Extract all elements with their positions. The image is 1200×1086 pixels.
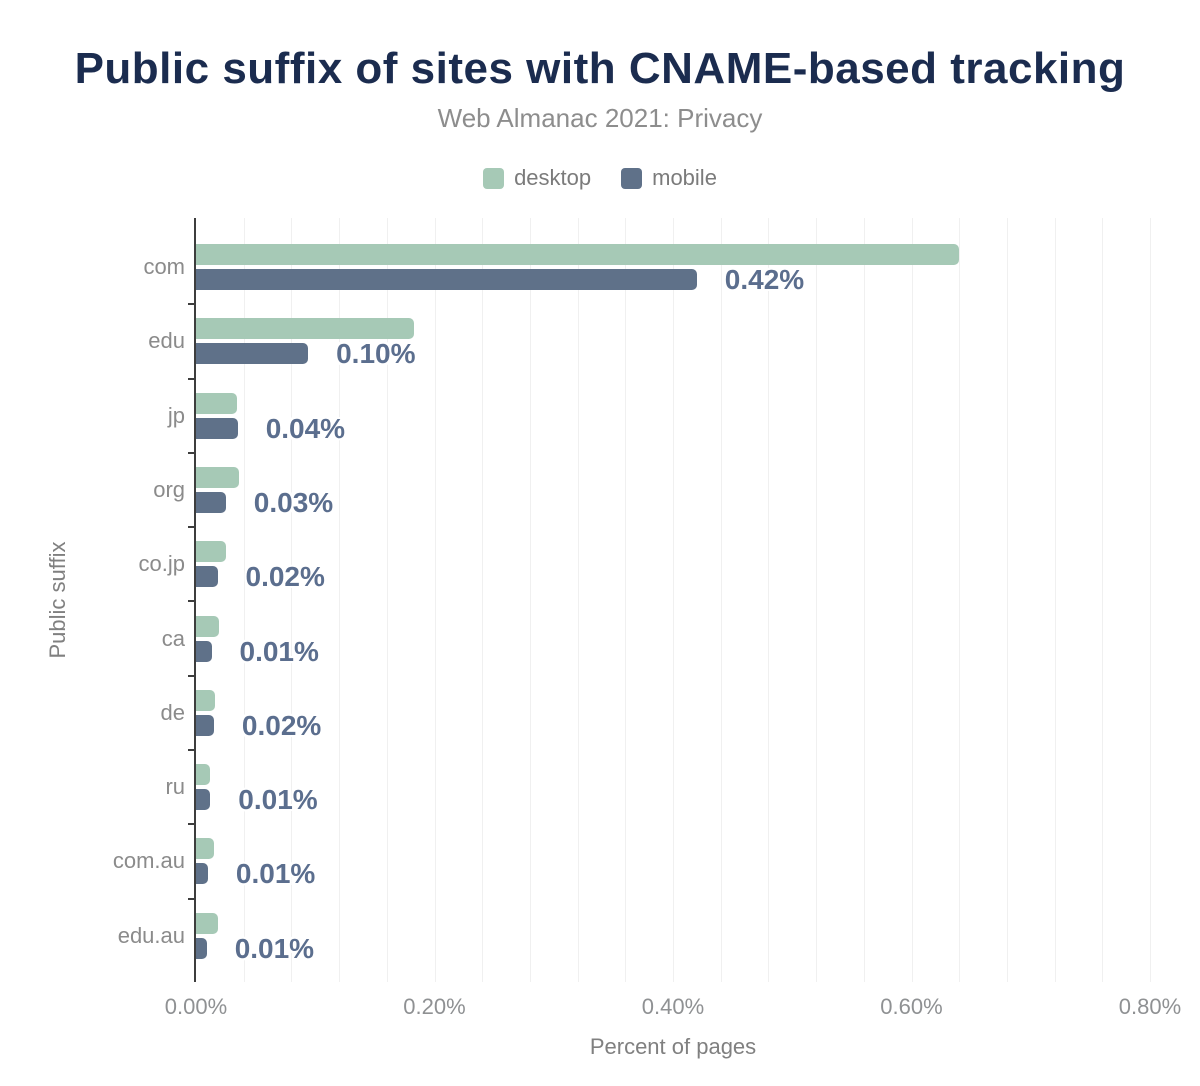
category-label-edu-au: edu.au [117, 922, 185, 948]
gridline [720, 218, 722, 982]
gridline [339, 218, 341, 982]
value-label-edu: 0.10% [336, 338, 416, 370]
category-label-co-jp: co.jp [138, 551, 185, 577]
y-axis-line [194, 218, 196, 982]
category-label-jp: jp [167, 402, 185, 428]
bar-mobile-de[interactable] [196, 714, 214, 736]
value-label-com: 0.42% [724, 264, 805, 295]
axis-tick [188, 823, 196, 826]
gridline [673, 218, 674, 982]
x-tick-label-060: 0.60% [880, 994, 943, 1019]
bar-mobile-org[interactable] [196, 491, 226, 513]
bar-mobile-com-au[interactable] [196, 863, 208, 885]
value-label-org: 0.03% [253, 486, 334, 518]
gridline [768, 218, 770, 982]
axis-tick [188, 749, 196, 751]
gridline [1006, 218, 1008, 982]
category-label-ru: ru [165, 774, 185, 800]
value-label-ca: 0.01% [239, 635, 319, 667]
y-axis-title: Public suffix [45, 541, 70, 659]
value-label-de: 0.02% [241, 709, 322, 741]
gridline [959, 218, 961, 982]
category-label-com: com [143, 254, 185, 279]
legend-item-mobile[interactable]: mobile [621, 165, 717, 191]
gridline [386, 218, 388, 982]
bar-desktop-ru[interactable] [196, 764, 211, 786]
x-tick-label-080: 0.80% [1118, 994, 1182, 1019]
bar-mobile-co-jp[interactable] [196, 566, 218, 588]
gridline [577, 218, 579, 982]
legend-swatch-desktop [483, 167, 505, 189]
chart-subtitle: Web Almanac 2021: Privacy [437, 103, 763, 133]
x-tick-label-000: 0.00% [164, 994, 228, 1019]
category-label-de: de [160, 699, 185, 725]
axis-tick [188, 451, 196, 454]
legend-swatch-mobile [621, 167, 643, 189]
bar-mobile-jp[interactable] [196, 417, 238, 439]
legend-label-mobile: mobile [652, 165, 717, 190]
x-tick-label-020: 0.20% [403, 994, 466, 1019]
gridline [243, 218, 245, 982]
gridline [529, 218, 531, 982]
bar-desktop-jp[interactable] [196, 392, 237, 414]
gridline [863, 218, 865, 982]
chart-title: Public suffix of sites with CNAME-based … [74, 44, 1126, 93]
gridline [816, 218, 818, 982]
bar-desktop-edu[interactable] [196, 318, 415, 340]
gridline [482, 218, 484, 982]
gridline [911, 218, 913, 982]
value-label-jp: 0.04% [265, 412, 346, 444]
axis-tick [188, 897, 196, 900]
gridline [1150, 218, 1151, 982]
gridline [291, 218, 293, 982]
gridline [625, 218, 627, 982]
category-label-com-au: com.au [112, 848, 185, 874]
legend-label-desktop: desktop [514, 165, 592, 190]
bar-mobile-ca[interactable] [196, 640, 212, 662]
bar-mobile-ru[interactable] [196, 789, 211, 811]
bar-mobile-com[interactable] [196, 269, 697, 290]
category-label-org: org [153, 476, 185, 502]
bar-desktop-com-au[interactable] [196, 838, 214, 860]
category-label-ca: ca [161, 625, 185, 651]
gridline [1054, 218, 1056, 982]
x-tick-label-040: 0.40% [641, 994, 705, 1019]
value-label-com-au: 0.01% [235, 858, 316, 890]
axis-tick [188, 377, 196, 380]
bar-mobile-edu[interactable] [196, 343, 309, 365]
bar-desktop-com[interactable] [196, 244, 960, 265]
gridline [434, 218, 436, 982]
bar-desktop-co-jp[interactable] [196, 541, 226, 563]
axis-tick [188, 526, 196, 528]
axis-tick [188, 600, 196, 603]
axis-tick [188, 674, 196, 677]
legend: desktop mobile [0, 165, 1200, 191]
value-label-co-jp: 0.02% [245, 561, 325, 593]
bar-desktop-org[interactable] [196, 466, 239, 488]
axis-tick [188, 303, 196, 306]
value-label-edu-au: 0.01% [234, 932, 315, 964]
gridline [1102, 218, 1104, 982]
bar-desktop-ca[interactable] [196, 615, 219, 637]
bar-desktop-edu-au[interactable] [196, 912, 218, 934]
category-label-edu: edu [148, 328, 185, 354]
bar-desktop-de[interactable] [196, 689, 216, 711]
x-axis-title: Percent of pages [589, 1034, 757, 1059]
bar-mobile-edu-au[interactable] [196, 937, 207, 959]
legend-item-desktop[interactable]: desktop [483, 165, 591, 191]
value-label-ru: 0.01% [238, 784, 318, 816]
